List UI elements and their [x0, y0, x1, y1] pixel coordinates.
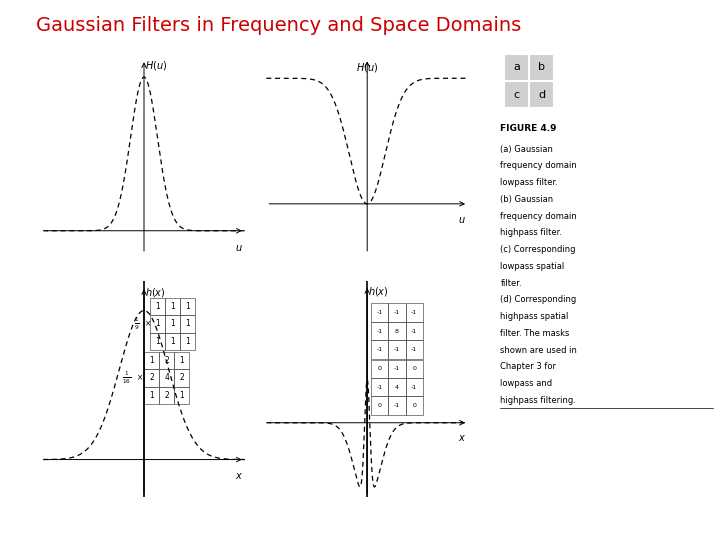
- Text: $H(u)$: $H(u)$: [145, 59, 167, 72]
- Text: lowpass spatial: lowpass spatial: [500, 262, 564, 271]
- Text: $h(x)$: $h(x)$: [369, 285, 389, 298]
- Text: Chapter 3 for: Chapter 3 for: [500, 362, 557, 372]
- Text: 1: 1: [171, 320, 175, 328]
- Text: $\frac{1}{16}$: $\frac{1}{16}$: [122, 370, 132, 386]
- Text: $\times$: $\times$: [136, 373, 143, 383]
- Text: shown are used in: shown are used in: [500, 346, 577, 355]
- Text: 1: 1: [156, 302, 160, 311]
- Text: filter.: filter.: [500, 279, 522, 288]
- Text: $x$: $x$: [235, 471, 243, 482]
- Text: -1: -1: [394, 347, 400, 352]
- Text: highpass filtering.: highpass filtering.: [500, 396, 576, 405]
- Text: Gaussian Filters in Frequency and Space Domains: Gaussian Filters in Frequency and Space …: [36, 16, 521, 35]
- Text: lowpass and: lowpass and: [500, 379, 552, 388]
- Text: 1: 1: [149, 391, 154, 400]
- Text: (d) Corresponding: (d) Corresponding: [500, 295, 577, 305]
- Text: $u$: $u$: [458, 215, 466, 225]
- Text: $H(u)$: $H(u)$: [356, 61, 378, 74]
- Text: 8: 8: [395, 328, 399, 334]
- Text: 1: 1: [186, 320, 190, 328]
- Text: highpass filter.: highpass filter.: [500, 228, 562, 238]
- Text: -1: -1: [411, 384, 417, 390]
- Text: -1: -1: [377, 328, 383, 334]
- Text: 1: 1: [179, 391, 184, 400]
- Bar: [529, 54, 554, 81]
- Text: 2: 2: [164, 391, 169, 400]
- Text: (c) Corresponding: (c) Corresponding: [500, 245, 576, 254]
- Text: -1: -1: [411, 347, 417, 352]
- Text: filter. The masks: filter. The masks: [500, 329, 570, 338]
- Text: -1: -1: [377, 384, 383, 390]
- Text: 1: 1: [156, 337, 160, 346]
- Text: c: c: [513, 90, 520, 99]
- Text: $H(u)$: $H(u)$: [0, 539, 1, 540]
- Text: -1: -1: [411, 328, 417, 334]
- Bar: [504, 54, 529, 81]
- Text: lowpass filter.: lowpass filter.: [500, 178, 558, 187]
- Text: FIGURE 4.9: FIGURE 4.9: [500, 124, 557, 133]
- Text: 0: 0: [412, 403, 416, 408]
- Text: 4: 4: [395, 384, 399, 390]
- Text: 2: 2: [149, 374, 154, 382]
- Text: $x$: $x$: [458, 433, 466, 443]
- Text: $h(x)$: $h(x)$: [145, 286, 166, 299]
- Text: $u$: $u$: [235, 243, 243, 253]
- Text: (b) Gaussian: (b) Gaussian: [500, 195, 554, 204]
- Text: frequency domain: frequency domain: [500, 161, 577, 171]
- Text: -1: -1: [377, 310, 383, 315]
- Text: (a) Gaussian: (a) Gaussian: [500, 145, 553, 154]
- Text: -1: -1: [411, 310, 417, 315]
- Text: 1: 1: [179, 356, 184, 365]
- Text: -1: -1: [394, 366, 400, 372]
- Text: 2: 2: [179, 374, 184, 382]
- Text: 1: 1: [156, 320, 160, 328]
- Text: 2: 2: [164, 356, 169, 365]
- Text: 0: 0: [378, 403, 382, 408]
- Text: $\frac{1}{9}$: $\frac{1}{9}$: [134, 316, 140, 332]
- Text: -1: -1: [377, 347, 383, 352]
- Text: -1: -1: [394, 403, 400, 408]
- Text: b: b: [539, 63, 545, 72]
- Text: 1: 1: [171, 302, 175, 311]
- Text: 1: 1: [186, 337, 190, 346]
- Text: 1: 1: [149, 356, 154, 365]
- Text: -1: -1: [394, 310, 400, 315]
- Text: highpass spatial: highpass spatial: [500, 312, 569, 321]
- Text: d: d: [539, 90, 545, 99]
- Bar: [529, 81, 554, 108]
- Text: 0: 0: [378, 366, 382, 372]
- Text: 0: 0: [412, 366, 416, 372]
- Text: 1: 1: [171, 337, 175, 346]
- Text: 4: 4: [164, 374, 169, 382]
- Text: a: a: [513, 63, 520, 72]
- Bar: [504, 81, 529, 108]
- Text: frequency domain: frequency domain: [500, 212, 577, 221]
- Text: 1: 1: [186, 302, 190, 311]
- Text: $\times$: $\times$: [144, 319, 151, 329]
